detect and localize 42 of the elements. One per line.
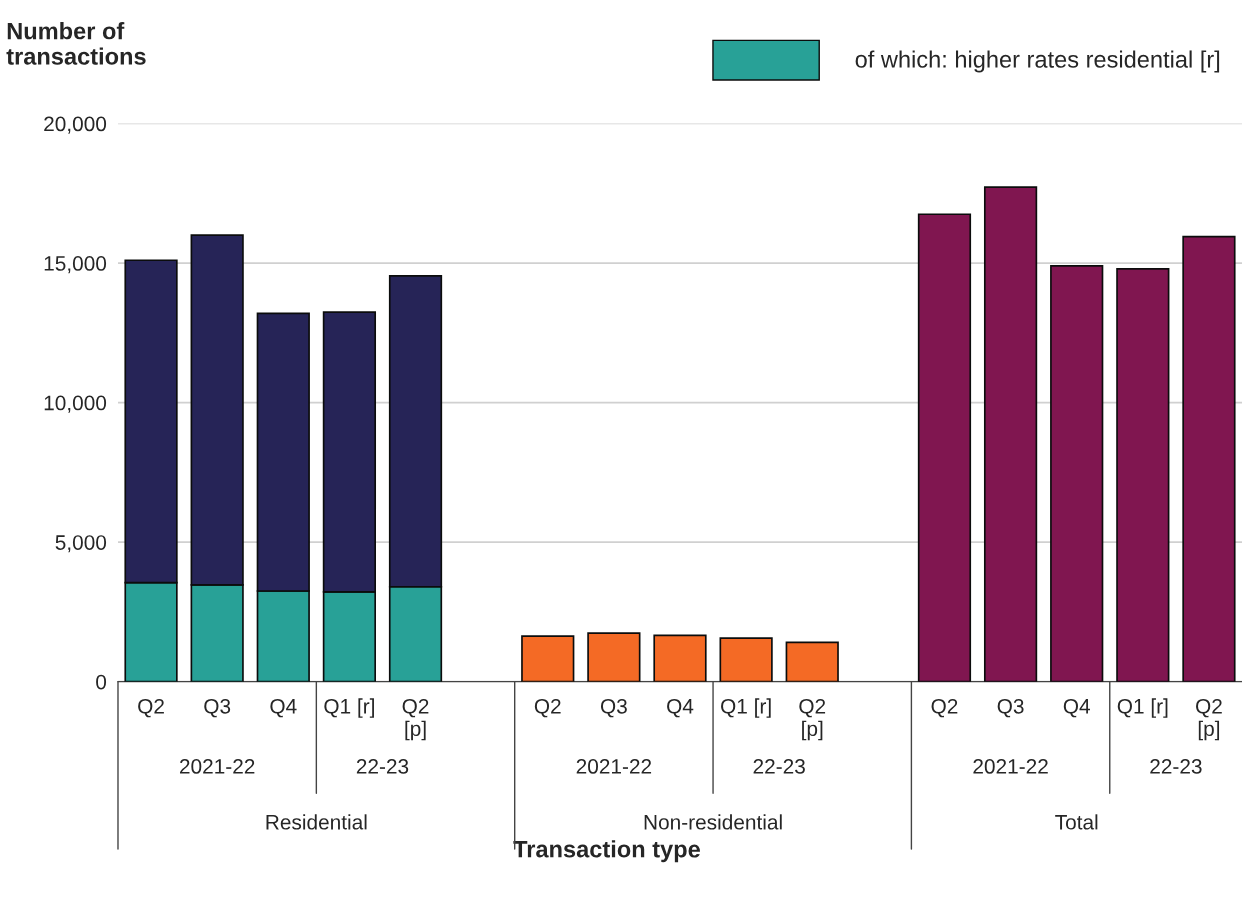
text: 22-23 (753, 759, 805, 774)
y-tick-label: 10,000 (44, 395, 107, 413)
x-tick-label: Q1 [r] (324, 698, 374, 718)
bar (1116, 268, 1170, 682)
y-tick-label: 5,000 (55, 535, 107, 553)
text: 2021-22 (973, 759, 1048, 774)
x-tick-label: Q3 (997, 698, 1024, 718)
x-tick-label: Q2 [p] (799, 698, 826, 741)
legend-label: of which: higher rates residential [r] (855, 50, 1220, 73)
bar (1050, 265, 1104, 682)
x-tick-label: Q3 (600, 698, 627, 718)
text: 22-23 (356, 759, 409, 774)
y-axis-title: Number of transactions (6, 22, 146, 65)
x-tick-label: Q2 [p] (402, 698, 429, 741)
text: Non-residential (644, 814, 782, 830)
x-tick-label: Q3 (204, 698, 231, 718)
x-tick-label: Q1 [r] (721, 698, 771, 718)
text: Residential (266, 814, 367, 830)
bar (521, 635, 575, 682)
y-tick-label: 0 (96, 674, 107, 690)
bar (1182, 235, 1236, 682)
bar (653, 634, 707, 682)
x-tick-label: Q4 (667, 698, 694, 718)
bar (719, 637, 773, 682)
x-tick-label: Q2 [p] (1196, 698, 1222, 741)
y-tick-label: 20,000 (44, 116, 107, 134)
x-tick-label: Q2 (931, 698, 958, 718)
bar (785, 641, 839, 682)
x-tick-label: Q4 (270, 698, 297, 718)
x-axis-title: Transaction type (513, 840, 700, 863)
x-tick-label: Q4 (1063, 698, 1090, 718)
x-tick-label: Q1 [r] (1117, 698, 1168, 718)
text: 2021-22 (179, 759, 255, 774)
bar (587, 632, 641, 682)
x-tick-label: Q2 (534, 698, 561, 718)
y-tick-label: 15,000 (44, 256, 107, 274)
x-tick-label: Q2 (138, 698, 164, 718)
text: Total (1055, 814, 1098, 830)
bar (983, 186, 1038, 682)
text: 22-23 (1150, 759, 1202, 774)
text: 2021-22 (576, 759, 652, 774)
bar (917, 213, 972, 682)
